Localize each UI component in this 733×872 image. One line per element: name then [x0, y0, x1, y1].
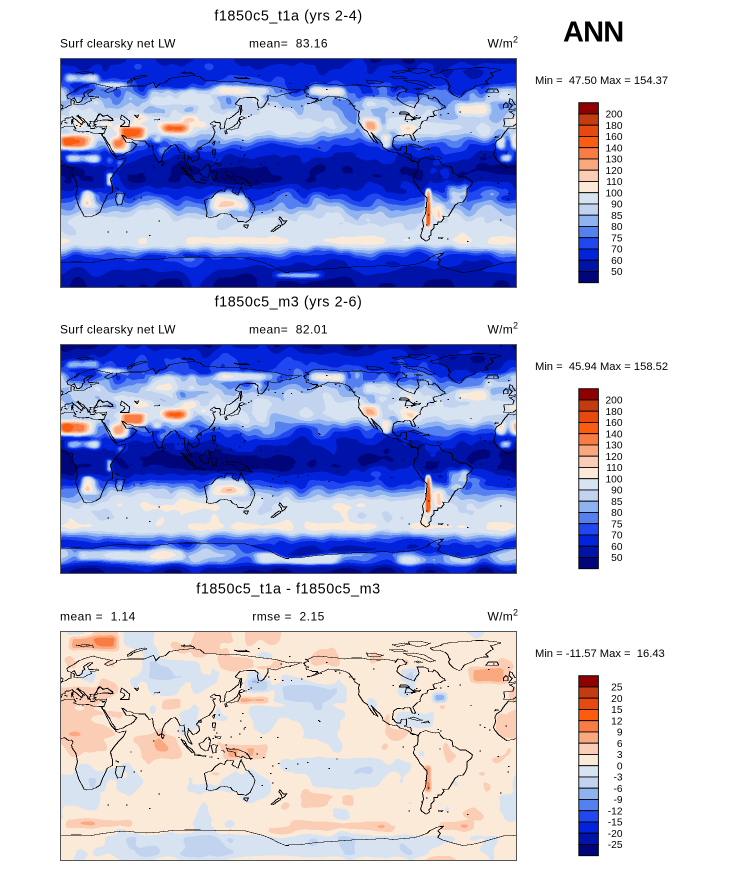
- svg-text:12: 12: [611, 716, 623, 727]
- svg-text:130: 130: [606, 155, 623, 166]
- svg-text:75: 75: [611, 233, 623, 244]
- svg-text:-20: -20: [608, 829, 623, 840]
- svg-text:2: 2: [513, 608, 518, 618]
- svg-text:0: 0: [617, 761, 623, 772]
- svg-text:110: 110: [606, 463, 623, 474]
- svg-text:W/m: W/m: [487, 37, 513, 51]
- svg-text:-25: -25: [608, 840, 623, 851]
- svg-text:100: 100: [606, 188, 623, 199]
- svg-text:50: 50: [611, 267, 623, 278]
- svg-text:-15: -15: [608, 818, 623, 829]
- svg-text:90: 90: [611, 486, 623, 497]
- svg-text:6: 6: [617, 739, 623, 750]
- svg-text:70: 70: [611, 245, 623, 256]
- svg-text:Min = 45.94 Max = 158.52: Min = 45.94 Max = 158.52: [535, 361, 668, 373]
- svg-text:80: 80: [611, 222, 623, 233]
- svg-text:f1850c5_m3 (yrs 2-6): f1850c5_m3 (yrs 2-6): [215, 295, 363, 311]
- svg-text:-3: -3: [613, 773, 622, 784]
- svg-text:140: 140: [606, 429, 623, 440]
- svg-text:85: 85: [611, 211, 623, 222]
- svg-text:60: 60: [611, 542, 623, 553]
- svg-text:2: 2: [513, 35, 518, 45]
- svg-text:100: 100: [606, 474, 623, 485]
- svg-text:180: 180: [606, 407, 623, 418]
- svg-text:120: 120: [606, 452, 623, 463]
- svg-text:75: 75: [611, 519, 623, 530]
- svg-text:2: 2: [513, 321, 518, 331]
- svg-text:9: 9: [617, 728, 623, 739]
- svg-text:20: 20: [611, 694, 623, 705]
- svg-text:-6: -6: [613, 784, 622, 795]
- svg-text:W/m: W/m: [487, 610, 513, 624]
- svg-text:Min = -11.57 Max = 16.43: Min = -11.57 Max = 16.43: [535, 648, 665, 660]
- svg-text:160: 160: [606, 132, 623, 143]
- svg-text:130: 130: [606, 441, 623, 452]
- svg-text:80: 80: [611, 508, 623, 519]
- svg-text:180: 180: [606, 121, 623, 132]
- svg-text:Min = 47.50 Max = 154.37: Min = 47.50 Max = 154.37: [535, 75, 668, 87]
- svg-text:-9: -9: [613, 795, 622, 806]
- svg-text:15: 15: [611, 705, 623, 716]
- svg-text:mean= 83.16: mean= 83.16: [249, 37, 328, 51]
- svg-text:Surf clearsky net LW: Surf clearsky net LW: [60, 323, 176, 337]
- svg-text:85: 85: [611, 497, 623, 508]
- svg-text:160: 160: [606, 418, 623, 429]
- svg-text:140: 140: [606, 143, 623, 154]
- svg-text:f1850c5_t1a (yrs 2-4): f1850c5_t1a (yrs 2-4): [214, 9, 362, 25]
- svg-text:50: 50: [611, 553, 623, 564]
- svg-text:200: 200: [606, 110, 623, 121]
- svg-text:90: 90: [611, 200, 623, 211]
- svg-text:ANN: ANN: [563, 17, 623, 49]
- svg-text:rmse = 2.15: rmse = 2.15: [252, 610, 324, 624]
- svg-text:110: 110: [606, 177, 623, 188]
- svg-text:3: 3: [617, 750, 623, 761]
- svg-text:60: 60: [611, 256, 623, 267]
- svg-text:70: 70: [611, 531, 623, 542]
- svg-text:f1850c5_t1a - f1850c5_m3: f1850c5_t1a - f1850c5_m3: [196, 582, 380, 598]
- svg-text:-12: -12: [608, 806, 623, 817]
- svg-text:25: 25: [611, 683, 623, 694]
- svg-text:200: 200: [606, 396, 623, 407]
- svg-text:W/m: W/m: [487, 323, 513, 337]
- svg-text:Surf clearsky net LW: Surf clearsky net LW: [60, 37, 176, 51]
- svg-text:mean= 82.01: mean= 82.01: [249, 323, 328, 337]
- svg-text:120: 120: [606, 166, 623, 177]
- svg-text:mean = 1.14: mean = 1.14: [60, 610, 136, 624]
